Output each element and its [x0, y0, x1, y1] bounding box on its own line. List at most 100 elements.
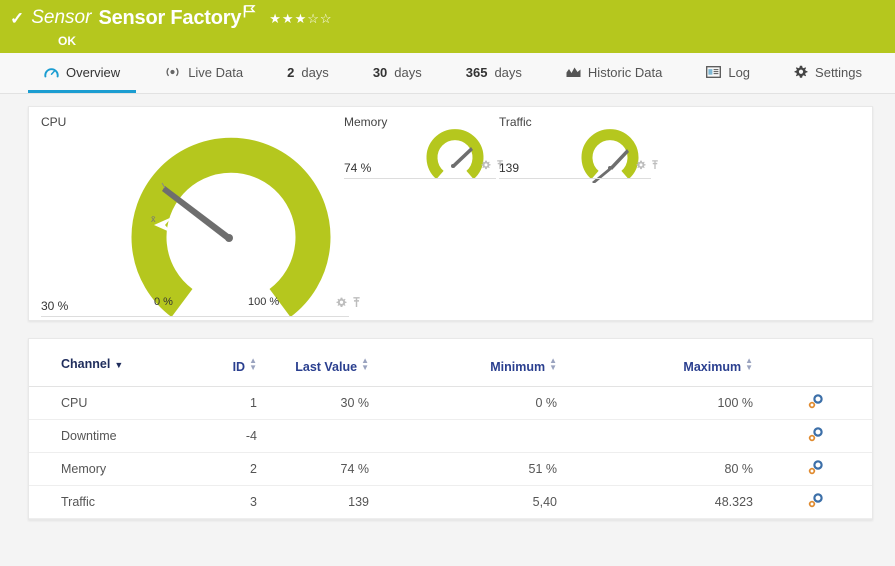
- gauges-card: CPU 0 % 100 % x̄ 30 %: [28, 106, 873, 321]
- gauge-traffic-icons: [636, 157, 659, 175]
- cell-id: 2: [137, 452, 257, 486]
- tab-bar: Overview Live Data 2 days 30 days 365 da…: [0, 53, 895, 94]
- chart-icon: [566, 66, 581, 78]
- channel-settings-icon[interactable]: [807, 492, 824, 512]
- status-badge: OK: [58, 34, 76, 48]
- column-label: Maximum: [683, 360, 742, 374]
- gauge-traffic-label: Traffic: [499, 115, 532, 129]
- cell-actions[interactable]: [777, 419, 872, 453]
- gear-icon[interactable]: [336, 295, 347, 313]
- tab-overview[interactable]: Overview: [28, 54, 137, 93]
- cell-last-value: 30 %: [257, 386, 387, 420]
- gauge-cpu-mean-marker: x̄: [151, 214, 156, 224]
- channels-table: Channel ▼ ID ▲ ▼ Last Value ▲ ▼ Minimum ▲ ▼ Max…: [29, 357, 872, 519]
- gauge-icon: [44, 66, 59, 79]
- cell-actions[interactable]: [777, 485, 872, 519]
- cell-channel: Memory: [29, 452, 137, 486]
- gauge-memory-baseline: [344, 178, 496, 179]
- column-header-channel[interactable]: Channel ▼: [29, 357, 137, 387]
- gauge-memory-icons: [481, 157, 504, 175]
- gauge-memory-value: 74 %: [344, 161, 372, 175]
- cell-id: 1: [137, 386, 257, 420]
- gear-icon: [794, 65, 808, 79]
- gauge-memory[interactable]: Memory: [344, 115, 499, 187]
- gauge-traffic[interactable]: Traffic: [499, 115, 654, 187]
- cell-channel: Downtime: [29, 419, 137, 453]
- column-label: Channel: [61, 357, 111, 371]
- column-header-last-value[interactable]: Last Value ▲ ▼: [257, 357, 387, 387]
- tab-days-count: 30: [372, 64, 388, 80]
- rating-stars[interactable]: ★★★☆☆: [269, 10, 333, 26]
- tab-settings[interactable]: Settings: [778, 54, 878, 93]
- pin-icon[interactable]: [352, 295, 361, 313]
- table-row[interactable]: Downtime -4: [29, 419, 872, 453]
- sort-updown-icon: ▲ ▼: [745, 356, 753, 372]
- gauge-traffic-footer: 139: [499, 157, 659, 179]
- cell-actions[interactable]: [777, 452, 872, 486]
- tab-days-count: 2: [287, 64, 295, 80]
- tab-label: Log: [728, 64, 751, 80]
- sensor-kind-label: Sensor: [31, 7, 92, 28]
- gauge-memory-label: Memory: [344, 115, 388, 129]
- page-title: Sensor Factory: [98, 6, 242, 29]
- table-row[interactable]: Traffic 3 139 5,40 48.323: [29, 485, 872, 519]
- gauge-cpu-min-label: 0 %: [154, 296, 173, 308]
- cell-maximum: [577, 419, 777, 453]
- tab-30-days[interactable]: 30 days: [357, 54, 438, 93]
- sort-updown-icon: ▲ ▼: [549, 356, 557, 372]
- cell-last-value: [257, 419, 387, 453]
- cell-id: 3: [137, 485, 257, 519]
- channel-settings-icon[interactable]: [807, 426, 824, 446]
- tab-label: Historic Data: [587, 64, 663, 80]
- tab-2-days[interactable]: 2 days: [271, 54, 345, 93]
- live-signal-icon: [164, 66, 181, 78]
- column-header-minimum[interactable]: Minimum ▲ ▼: [387, 357, 577, 387]
- channels-card: Channel ▼ ID ▲ ▼ Last Value ▲ ▼ Minimum ▲ ▼ Max…: [28, 338, 873, 520]
- table-header-row: Channel ▼ ID ▲ ▼ Last Value ▲ ▼ Minimum ▲ ▼ Max…: [29, 357, 872, 387]
- column-header-id[interactable]: ID ▲ ▼: [137, 357, 257, 387]
- sensor-header: ✓ Sensor Sensor Factory ★★★☆☆ OK: [0, 0, 895, 53]
- gear-icon[interactable]: [481, 157, 491, 175]
- channel-settings-icon[interactable]: [807, 459, 824, 479]
- gauge-cpu-max-label: 100 %: [248, 296, 280, 308]
- tab-label: days: [494, 64, 522, 80]
- log-icon: [706, 66, 722, 78]
- gauge-memory-dial: [426, 129, 484, 180]
- cell-last-value: 74 %: [257, 452, 387, 486]
- column-label: Last Value: [295, 360, 358, 374]
- tab-label: days: [394, 64, 422, 80]
- cell-maximum: 48.323: [577, 485, 777, 519]
- table-row[interactable]: CPU 1 30 % 0 % 100 %: [29, 386, 872, 420]
- gauge-traffic-value: 139: [499, 161, 520, 175]
- gauge-cpu-label: CPU: [41, 115, 67, 129]
- tab-365-days[interactable]: 365 days: [450, 54, 538, 93]
- gauge-cpu-footer: 30 %: [41, 295, 361, 317]
- gear-icon[interactable]: [636, 157, 646, 175]
- tab-label: Overview: [66, 64, 121, 80]
- gauge-memory-footer: 74 %: [344, 157, 504, 179]
- column-header-maximum[interactable]: Maximum ▲ ▼: [577, 357, 777, 387]
- cell-actions[interactable]: [777, 386, 872, 420]
- flag-icon[interactable]: [243, 4, 256, 24]
- cell-minimum: 51 %: [387, 452, 577, 486]
- pin-icon[interactable]: [651, 157, 659, 175]
- column-label: Minimum: [490, 360, 546, 374]
- pin-icon[interactable]: [496, 157, 504, 175]
- gauge-cpu[interactable]: CPU 0 % 100 % x̄: [41, 115, 361, 317]
- cell-maximum: 80 %: [577, 452, 777, 486]
- tab-label: Live Data: [188, 64, 244, 80]
- tab-log[interactable]: Log: [690, 54, 766, 93]
- sort-updown-icon: ▲ ▼: [249, 356, 257, 372]
- gauge-cpu-icons: [336, 295, 361, 313]
- table-row[interactable]: Memory 2 74 % 51 % 80 %: [29, 452, 872, 486]
- gauge-cpu-value: 30 %: [41, 299, 69, 313]
- tab-historic-data[interactable]: Historic Data: [550, 54, 678, 93]
- tab-live-data[interactable]: Live Data: [148, 54, 259, 93]
- cell-minimum: [387, 419, 577, 453]
- gauge-traffic-dial: [581, 129, 639, 183]
- cell-maximum: 100 %: [577, 386, 777, 420]
- channel-settings-icon[interactable]: [807, 393, 824, 413]
- cell-channel: CPU: [29, 386, 137, 420]
- tab-label: Settings: [815, 64, 863, 80]
- checkmark-icon: ✓: [10, 8, 25, 28]
